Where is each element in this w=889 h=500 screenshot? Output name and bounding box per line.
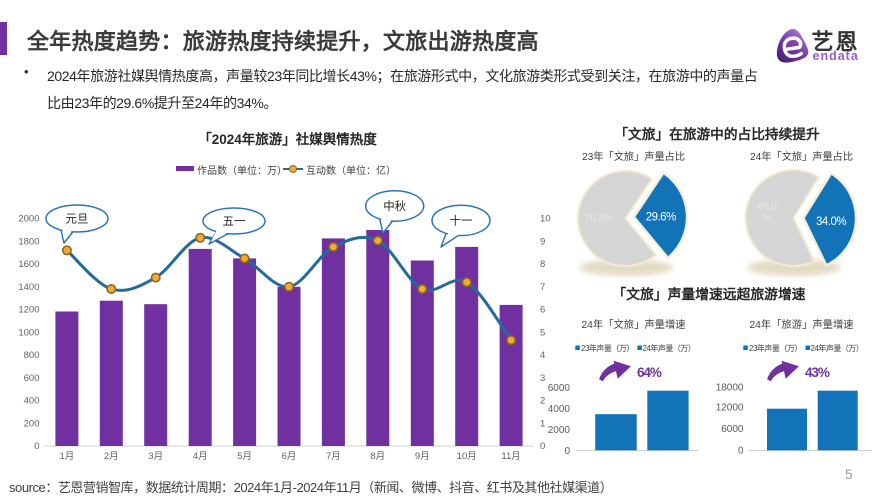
- svg-text:9月: 9月: [415, 451, 430, 462]
- svg-text:3: 3: [540, 373, 545, 384]
- svg-text:5月: 5月: [237, 451, 252, 462]
- svg-text:12000: 12000: [716, 402, 744, 413]
- svg-text:1600: 1600: [18, 259, 39, 270]
- svg-text:5: 5: [540, 327, 545, 338]
- svg-text:400: 400: [24, 396, 40, 407]
- svg-text:18000: 18000: [716, 383, 744, 394]
- svg-text:元旦: 元旦: [66, 214, 89, 226]
- svg-text:10: 10: [540, 214, 551, 225]
- svg-text:1800: 1800: [18, 236, 39, 247]
- svg-text:4: 4: [540, 350, 545, 361]
- svg-text:6000: 6000: [721, 424, 744, 435]
- svg-text:0: 0: [540, 441, 545, 452]
- svg-text:6000: 6000: [548, 383, 571, 394]
- svg-text:endata: endata: [813, 49, 859, 63]
- svg-text:200: 200: [24, 418, 40, 429]
- svg-text:1400: 1400: [18, 282, 39, 293]
- svg-text:7月: 7月: [326, 451, 341, 462]
- svg-text:五一: 五一: [223, 216, 246, 228]
- svg-text:1: 1: [540, 418, 545, 429]
- svg-text:1000: 1000: [18, 327, 39, 338]
- svg-text:11月: 11月: [501, 451, 520, 462]
- svg-text:十一: 十一: [450, 214, 473, 228]
- svg-text:10月: 10月: [457, 451, 477, 462]
- svg-text:34.0%: 34.0%: [816, 216, 846, 228]
- svg-text:0: 0: [738, 445, 744, 456]
- svg-text:0: 0: [34, 441, 39, 452]
- svg-text:70.4%: 70.4%: [585, 213, 613, 225]
- svg-text:%: %: [762, 212, 771, 224]
- svg-text:7: 7: [540, 282, 545, 293]
- svg-text:66.0: 66.0: [758, 200, 777, 212]
- svg-text:0: 0: [564, 446, 570, 457]
- svg-text:2000: 2000: [18, 214, 39, 225]
- svg-text:2000: 2000: [548, 425, 571, 436]
- svg-text:800: 800: [24, 350, 40, 361]
- svg-text:6月: 6月: [282, 451, 297, 462]
- svg-text:9: 9: [540, 236, 545, 247]
- svg-text:8月: 8月: [370, 451, 385, 462]
- svg-text:2月: 2月: [104, 451, 119, 462]
- svg-text:1200: 1200: [18, 305, 39, 316]
- svg-text:600: 600: [24, 373, 40, 384]
- svg-text:2: 2: [540, 396, 545, 407]
- svg-text:艺恩: 艺恩: [812, 30, 860, 55]
- svg-text:6: 6: [540, 305, 545, 316]
- svg-text:8: 8: [540, 259, 545, 270]
- svg-text:1月: 1月: [60, 451, 75, 462]
- svg-text:4000: 4000: [548, 404, 571, 415]
- svg-text:29.6%: 29.6%: [646, 212, 676, 224]
- svg-text:4月: 4月: [193, 451, 208, 462]
- svg-text:中秋: 中秋: [383, 199, 406, 213]
- svg-text:3月: 3月: [148, 451, 163, 462]
